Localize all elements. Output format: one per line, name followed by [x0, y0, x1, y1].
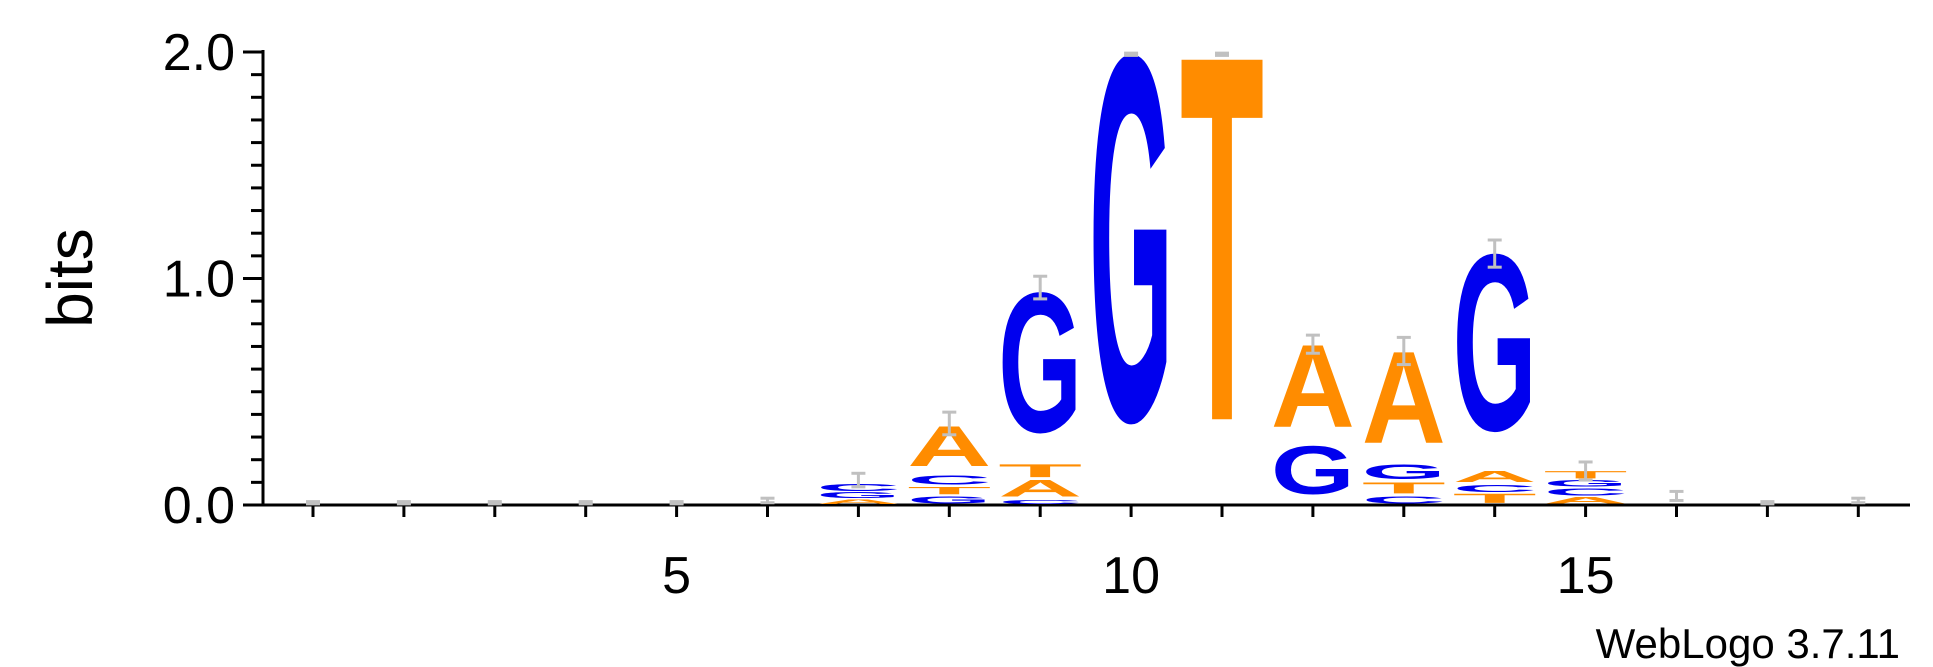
- logo-letter-a: A: [1453, 468, 1537, 486]
- logo-letter-t: T: [998, 460, 1082, 481]
- logo-stacks: AGCGTCACATGGTGACTGATCAGACGT: [816, 0, 1627, 530]
- error-bar: [1033, 274, 1048, 301]
- error-bar: [760, 496, 775, 505]
- y-tick-label: 2.0: [163, 24, 235, 82]
- error-bar: [1760, 500, 1775, 506]
- logo-letter-c: C: [907, 473, 991, 488]
- logo-letter-g: G: [1362, 460, 1446, 483]
- error-bar: [1851, 496, 1866, 505]
- error-bar: [1578, 460, 1593, 482]
- logo-letter-t: T: [1362, 479, 1446, 497]
- error-bar: [396, 500, 411, 506]
- logo-letter-g: G: [907, 494, 991, 506]
- error-bar: [1669, 489, 1684, 502]
- error-bar: [578, 500, 593, 506]
- y-ticks: 0.0 1.0 2.0: [163, 24, 263, 535]
- logo-letter-g: G: [1544, 478, 1628, 488]
- logo-letter-c: C: [1362, 494, 1446, 506]
- logo-letter-c: C: [1453, 483, 1537, 495]
- error-bar: [1215, 51, 1229, 57]
- logo-letter-g: G: [1271, 433, 1355, 509]
- error-bars: [306, 51, 1866, 506]
- x-tick-label: 15: [1557, 547, 1615, 605]
- logo-letter-t: T: [1180, 0, 1264, 530]
- weblogo-credit: WebLogo 3.7.11: [1596, 620, 1900, 667]
- x-ticks: 5 10 15: [311, 505, 1860, 605]
- error-bar: [1487, 238, 1502, 269]
- y-axis-title: bits: [34, 228, 106, 328]
- error-bar: [942, 410, 957, 437]
- error-bar: [487, 500, 502, 506]
- logo-letter-t: T: [1453, 491, 1537, 506]
- error-bar: [1305, 333, 1320, 355]
- error-bar: [669, 500, 684, 506]
- y-tick-label: 0.0: [163, 477, 235, 535]
- logo-letter-g: G: [816, 491, 900, 500]
- error-bar: [1124, 51, 1139, 57]
- logo-letter-c: C: [1544, 486, 1628, 498]
- chart-axes: [261, 50, 1910, 507]
- x-tick-label: 5: [662, 547, 691, 605]
- logo-letter-t: T: [907, 485, 991, 497]
- logo-letter-g: G: [1089, 0, 1173, 530]
- logo-letter-c: C: [998, 499, 1082, 505]
- y-tick-label: 1.0: [163, 251, 235, 309]
- x-tick-label: 10: [1102, 547, 1160, 605]
- logo-letter-a: A: [816, 498, 900, 505]
- error-bar: [851, 471, 866, 489]
- error-bar: [1396, 335, 1411, 367]
- error-bar: [306, 500, 320, 506]
- logo-letter-a: A: [998, 475, 1082, 501]
- logo-letter-a: A: [1544, 495, 1628, 505]
